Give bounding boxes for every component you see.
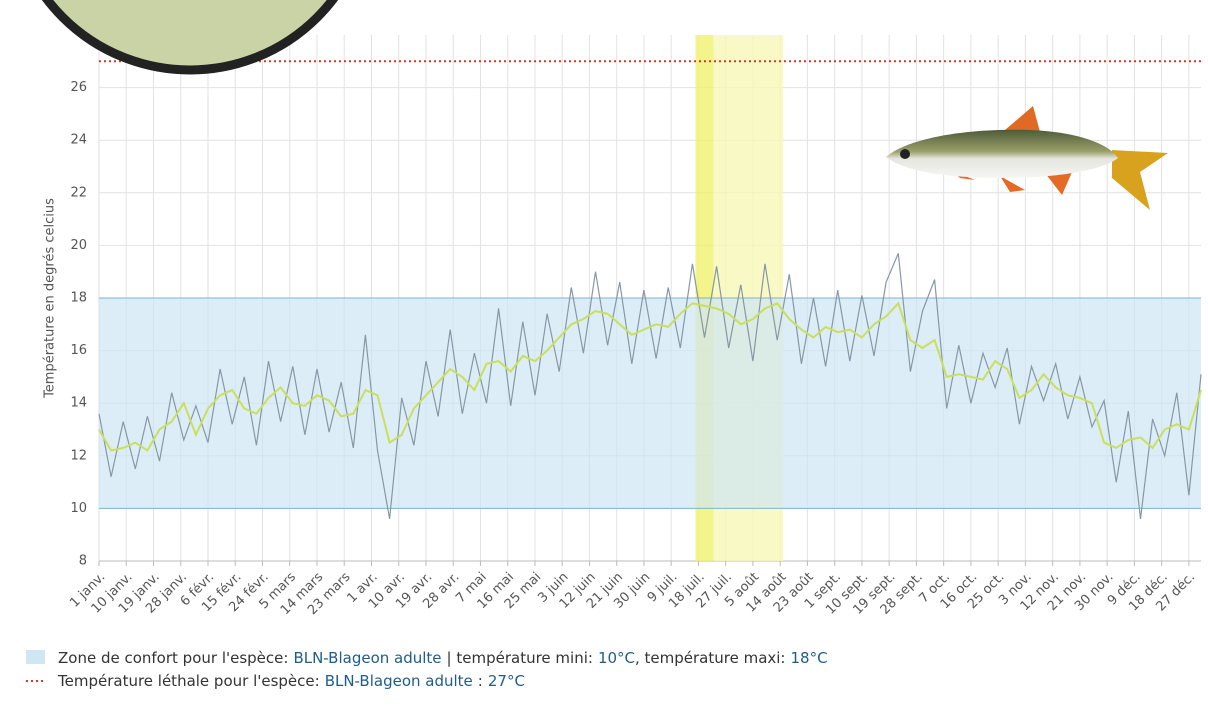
y-tick-label: 14 [70,396,87,411]
legend-text: Zone de confort pour l'espèce: [58,649,288,667]
y-tick-label: 26 [70,80,87,95]
y-tick-label: 22 [70,185,87,200]
legend: Zone de confort pour l'espèce: BLN-Blageo… [26,649,828,690]
legend-entry: Zone de confort pour l'espèce: BLN-Blageo… [58,649,828,667]
y-tick-label: 24 [70,133,87,148]
y-tick-label: 8 [79,554,87,569]
legend-text: , température maxi: [635,649,786,667]
y-tick-label: 12 [70,448,87,463]
species: BLN-Blageon adulte [293,649,441,667]
y-tick-label: 18 [70,291,87,306]
legend-text: | température mini: [447,649,593,667]
lethal-temp: 27°C [488,672,525,690]
legend-text: : [478,672,483,690]
fish-image [886,106,1168,210]
map-inset [41,0,339,75]
legend-swatch [26,650,45,664]
y-tick-label: 20 [70,238,87,253]
series-line [98,301,1202,452]
legend-entry: Température léthale pour l'espèce: BLN-Bl… [57,672,525,690]
max-temp: 18°C [791,649,828,667]
y-axis-label: Température en degrés celcius [43,198,58,399]
legend-text: Température léthale pour l'espèce: [57,672,320,690]
series-line [98,253,1202,520]
min-temp: 10°C [598,649,635,667]
y-tick-label: 10 [70,501,87,516]
comfort-zone [99,298,1201,509]
y-tick-label: 16 [70,343,87,358]
species: BLN-Blageon adulte [325,672,473,690]
